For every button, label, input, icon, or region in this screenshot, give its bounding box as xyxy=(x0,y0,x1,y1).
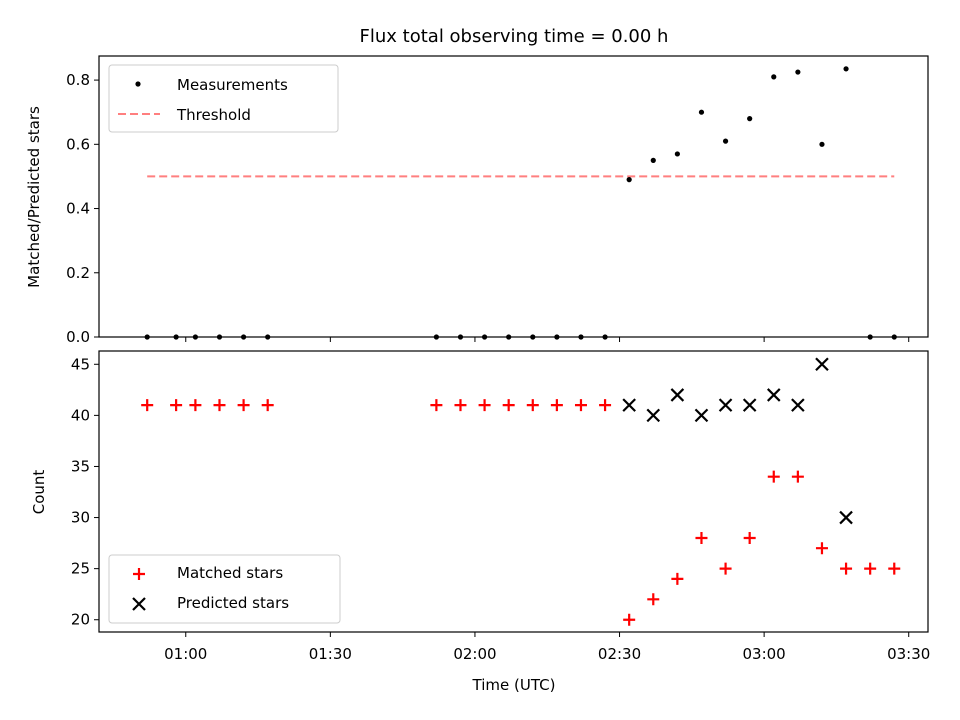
bottom-y-tick-label: 40 xyxy=(71,406,90,424)
top-y-axis-label: Matched/Predicted stars xyxy=(25,106,43,288)
predicted-star-marker xyxy=(670,388,685,402)
matched-star-marker xyxy=(454,399,467,412)
matched-star-marker xyxy=(261,399,274,412)
predicted-star-marker xyxy=(622,398,636,412)
matched-star-marker xyxy=(791,470,804,483)
bottom-y-tick-label: 20 xyxy=(71,611,90,629)
measurement-point xyxy=(650,157,656,163)
top-y-tick-label: 0.8 xyxy=(66,71,90,89)
top-legend: Measurements Threshold xyxy=(108,64,339,133)
matched-star-marker xyxy=(574,399,587,412)
matched-star-marker xyxy=(502,399,515,412)
matched-star-marker xyxy=(430,399,443,412)
predicted-star-marker xyxy=(694,408,709,423)
threshold-legend-label: Threshold xyxy=(176,106,251,124)
bottom-y-tick-label: 30 xyxy=(71,509,90,527)
bottom-y-tick-label: 35 xyxy=(71,457,90,475)
bottom-x-tick-label: 02:00 xyxy=(453,645,496,663)
bottom-x-tick-label: 03:30 xyxy=(887,645,930,663)
matched-star-marker xyxy=(599,399,612,412)
matched-star-marker xyxy=(888,562,901,575)
bottom-x-tick-label: 01:00 xyxy=(164,645,207,663)
matched-star-marker xyxy=(695,531,708,544)
top-y-tick-label: 0.6 xyxy=(66,135,90,153)
top-panel: 0.00.20.40.60.8 Matched/Predicted stars … xyxy=(25,55,929,346)
bottom-legend: Matched stars Predicted stars xyxy=(108,554,341,624)
measurement-point xyxy=(843,66,849,72)
measurements-legend-marker xyxy=(135,81,141,87)
predicted-star-marker xyxy=(766,388,781,402)
matched-star-marker xyxy=(743,531,756,544)
matched-star-marker xyxy=(213,399,226,412)
bottom-legend-box xyxy=(108,554,341,624)
bottom-y-axis-label: Count xyxy=(30,470,48,515)
matched-star-marker xyxy=(671,572,684,585)
matched-star-marker xyxy=(237,399,250,412)
matched-star-marker xyxy=(840,562,853,575)
top-axes-frame xyxy=(98,55,929,338)
predicted-stars-legend-label: Predicted stars xyxy=(177,594,289,612)
matched-star-marker xyxy=(526,399,539,412)
measurement-point xyxy=(747,116,753,122)
bottom-panel: 20 25 30 35 40 45 01:00 01:30 02:00 02:30 03:00 03:… xyxy=(30,350,930,694)
predicted-star-marker xyxy=(742,398,757,412)
matched-star-marker xyxy=(864,562,877,575)
bottom-y-tick-label: 45 xyxy=(71,355,90,373)
matched-star-marker xyxy=(170,399,183,412)
bottom-x-tick-label: 01:30 xyxy=(309,645,352,663)
bottom-plot-marks xyxy=(141,357,901,626)
matched-star-marker xyxy=(478,399,491,412)
predicted-star-marker xyxy=(815,357,829,372)
matched-stars-legend-marker xyxy=(133,568,145,580)
bottom-y-tick-label: 25 xyxy=(71,560,90,578)
predicted-stars-legend-marker xyxy=(132,597,146,611)
measurement-point xyxy=(771,74,777,80)
matched-stars-legend-label: Matched stars xyxy=(177,564,283,582)
x-axis-label: Time (UTC) xyxy=(472,676,556,694)
measurement-point xyxy=(819,141,825,147)
matched-star-marker xyxy=(719,562,732,575)
measurement-point xyxy=(698,109,705,115)
top-y-tick-label: 0.0 xyxy=(66,328,90,346)
measurements-legend-label: Measurements xyxy=(177,76,288,94)
top-y-tick-label: 0.2 xyxy=(66,264,90,282)
top-y-tick-label: 0.4 xyxy=(66,200,90,218)
measurement-point xyxy=(795,69,801,75)
bottom-x-tick-label: 03:00 xyxy=(743,645,786,663)
top-axis-ticks: 0.0 0.2 0.4 0.6 0.8 xyxy=(66,71,910,346)
matched-star-marker xyxy=(141,399,154,412)
predicted-star-marker xyxy=(646,408,661,423)
predicted-star-marker xyxy=(839,510,853,525)
top-chart-title: Flux total observing time = 0.00 h xyxy=(360,26,669,47)
bottom-axis-ticks: 20 25 30 35 40 45 01:00 01:30 02:00 02:30 03:00 03:… xyxy=(71,355,930,663)
bottom-axes-frame xyxy=(98,350,929,633)
matched-star-marker xyxy=(815,542,828,555)
matched-star-marker xyxy=(550,399,563,412)
top-legend-box xyxy=(108,64,339,133)
matched-star-marker xyxy=(647,593,660,606)
measurement-point xyxy=(674,151,680,157)
matched-star-marker xyxy=(623,613,636,626)
measurement-point xyxy=(626,177,632,183)
matched-star-marker xyxy=(767,470,780,483)
predicted-star-marker xyxy=(791,398,805,412)
matched-star-marker xyxy=(189,399,202,412)
bottom-x-tick-label: 02:30 xyxy=(598,645,641,663)
measurement-point xyxy=(722,138,729,144)
predicted-star-marker xyxy=(718,398,733,412)
